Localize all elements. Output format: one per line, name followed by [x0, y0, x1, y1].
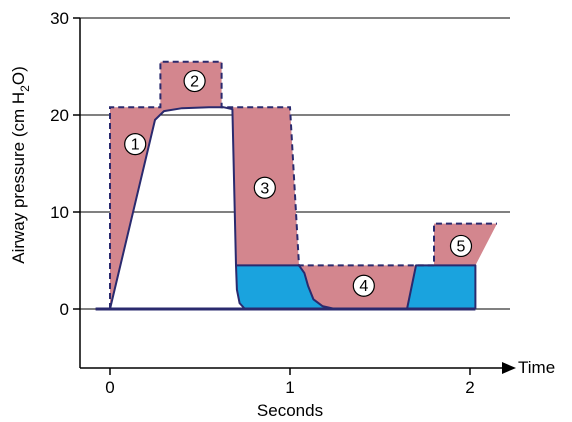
x-axis-arrowhead [502, 362, 516, 374]
region-markers: 1 2 3 4 5 [124, 69, 473, 297]
y-tick-label-10: 10 [50, 203, 69, 222]
y-axis-title-suffix: O) [9, 66, 28, 85]
blue-region-late [407, 265, 476, 309]
region-marker-circle-2 [183, 69, 206, 93]
tick-labels: 0 10 20 30 0 1 2 [50, 9, 475, 397]
chart-regions [110, 61, 497, 310]
region-marker-circle-3 [253, 176, 276, 199]
blue-region-exhale [236, 265, 335, 309]
region-marker-circle-1 [124, 133, 147, 156]
x-tick-label-2: 2 [465, 378, 474, 397]
x-tick-label-1: 1 [285, 378, 294, 397]
x-tick-label-0: 0 [105, 378, 114, 397]
region-marker-label-4: 4 [359, 278, 368, 295]
y-axis-title-subscript: 2 [18, 85, 32, 92]
region-marker-label-1: 1 [131, 137, 140, 154]
pressure-lines [95, 60, 497, 311]
time-arrow-label: Time [518, 358, 555, 377]
y-tick-label-30: 30 [50, 9, 69, 28]
y-axis-title-main: Airway pressure (cm H [9, 92, 28, 264]
region-marker-circle-5 [449, 234, 473, 258]
region-marker-label-3: 3 [260, 180, 269, 197]
dashed-pressure-line [109, 60, 497, 309]
exhale-decay-line [235, 265, 246, 310]
y-tick-label-20: 20 [50, 106, 69, 125]
region-marker-label-5: 5 [457, 238, 466, 255]
y-tick-label-0: 0 [60, 300, 69, 319]
axes [73, 17, 516, 375]
region-marker-circle-4 [352, 274, 375, 297]
region-marker-label-2: 2 [190, 74, 199, 91]
y-axis-title: Airway pressure (cm H2O) [9, 66, 32, 264]
x-axis-title: Seconds [257, 401, 323, 420]
